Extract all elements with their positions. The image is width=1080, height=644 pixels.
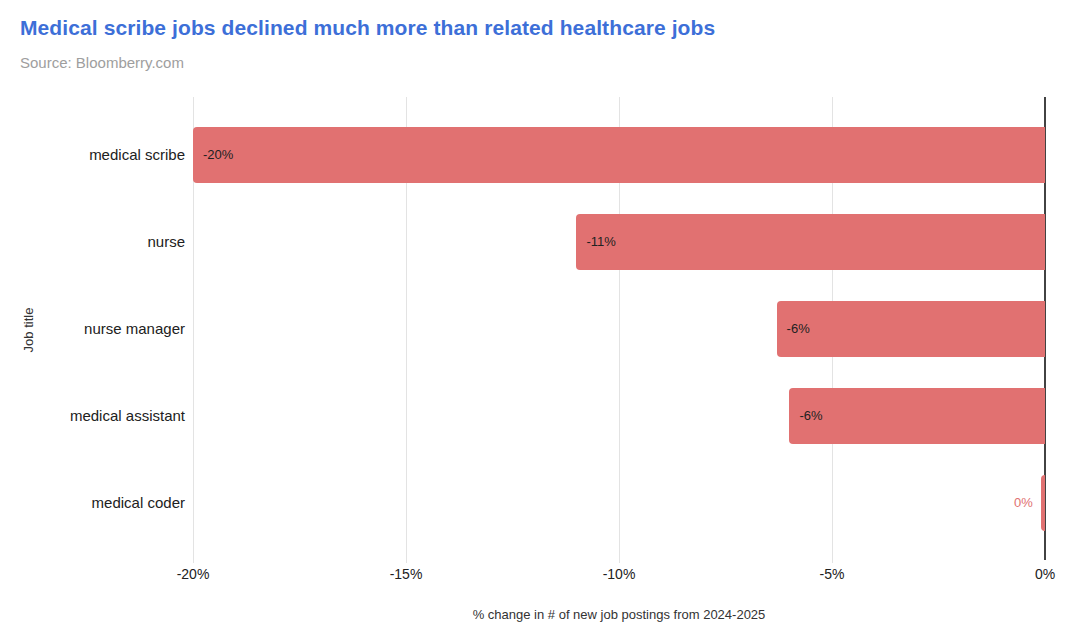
bar-value-label: -11%: [586, 234, 615, 250]
x-tick-label: -5%: [792, 566, 872, 582]
x-tick-label: -15%: [366, 566, 446, 582]
y-category-label: medical assistant: [0, 406, 185, 426]
x-tick-label: -10%: [579, 566, 659, 582]
bar-value-label: -6%: [799, 408, 822, 424]
x-tick-label: -20%: [153, 566, 233, 582]
bar-value-label: 0%: [973, 495, 1033, 511]
bar-medical-scribe: [193, 127, 1045, 183]
y-category-label: medical scribe: [0, 145, 185, 165]
bar-nurse: [576, 214, 1045, 270]
y-category-label: nurse manager: [0, 319, 185, 339]
bar-value-label: -20%: [203, 147, 233, 163]
bar-nurse-manager: [777, 301, 1045, 357]
bar-medical-coder: [1041, 475, 1045, 531]
bar-medical-assistant: [789, 388, 1045, 444]
bar-value-label: -6%: [787, 321, 810, 337]
y-category-label: nurse: [0, 232, 185, 252]
y-category-label: medical coder: [0, 493, 185, 513]
x-tick-label: 0%: [1005, 566, 1080, 582]
plot-area: -20% -15% -10% -5% 0% medical scribe -20% nurse…: [0, 0, 1080, 644]
